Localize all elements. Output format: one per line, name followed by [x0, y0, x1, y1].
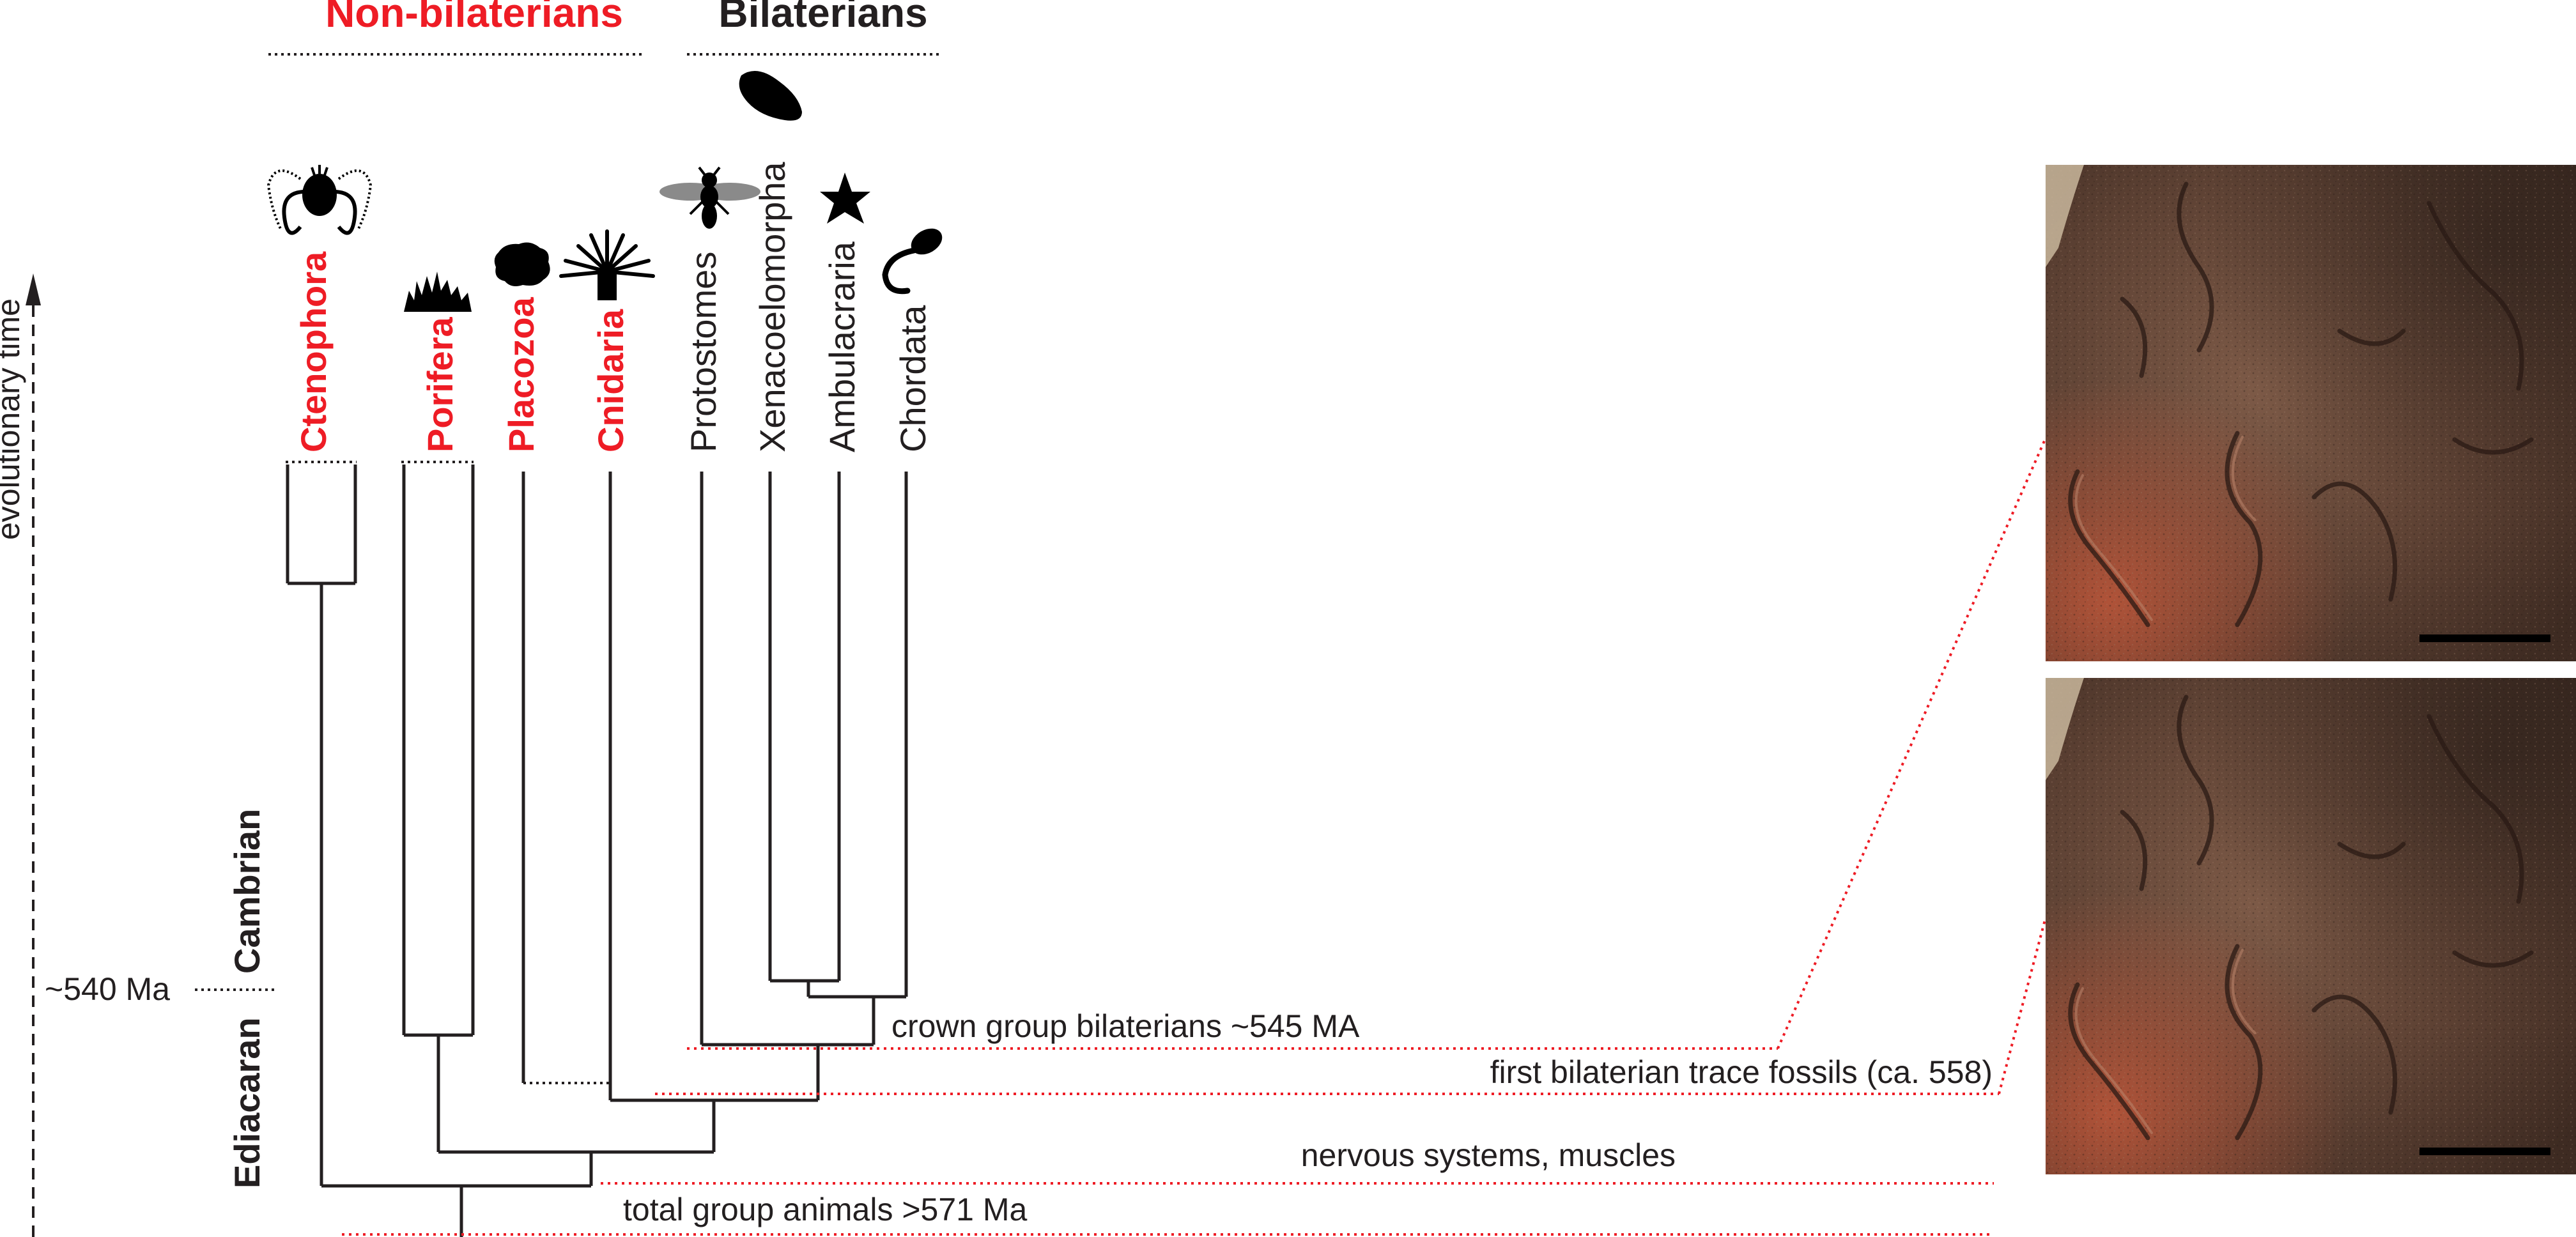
- tadpole-icon: [882, 228, 943, 295]
- fossil-photo-top: [2046, 165, 2576, 661]
- fossil-photo-bottom: [2046, 678, 2576, 1174]
- time-reference-lines: [342, 439, 2046, 1236]
- period-cambrian: Cambrian: [227, 809, 267, 974]
- time-marker-label: ~540 Ma: [45, 971, 170, 1007]
- photo-divider: [2046, 661, 2576, 678]
- comb-jelly-icon: [266, 165, 373, 235]
- annotation-nervous-systems: nervous systems, muscles: [1301, 1137, 1676, 1173]
- taxon-ambulacraria: Ambulacraria: [822, 241, 862, 452]
- time-axis-label: evolutionary time: [0, 298, 26, 540]
- bilaterians-header: Bilaterians: [718, 0, 927, 36]
- scale-bar-top: [2419, 634, 2550, 642]
- taxon-protostomes: Protostomes: [683, 252, 723, 452]
- taxon-chordata: Chordata: [893, 305, 933, 452]
- taxon-placozoa: Placozoa: [501, 296, 541, 452]
- tree-branches: [286, 461, 908, 1237]
- taxon-xenacoelomorpha: Xenacoelomorpha: [752, 162, 792, 452]
- insect-icon: [659, 166, 760, 229]
- annotation-total-group: total group animals >571 Ma: [623, 1192, 1028, 1227]
- period-ediacaran: Ediacaran: [227, 1017, 267, 1188]
- sea-anemone-icon: [559, 229, 655, 300]
- annotation-crown-group: crown group bilaterians ~545 MA: [891, 1008, 1360, 1044]
- time-axis-arrowhead: [26, 273, 41, 305]
- starfish-icon: [820, 173, 870, 224]
- sponge-icon: [404, 272, 472, 312]
- taxon-cnidaria: Cnidaria: [590, 309, 631, 452]
- non-bilaterians-header: Non-bilaterians: [325, 0, 623, 36]
- scale-bar-bottom: [2419, 1148, 2550, 1155]
- annotation-trace-fossils: first bilaterian trace fossils (ca. 558): [1490, 1054, 1993, 1090]
- acoel-worm-icon: [739, 70, 802, 121]
- taxon-porifera: Porifera: [420, 317, 460, 452]
- taxon-ctenophora: Ctenophora: [293, 251, 334, 452]
- placozoan-icon: [494, 242, 550, 286]
